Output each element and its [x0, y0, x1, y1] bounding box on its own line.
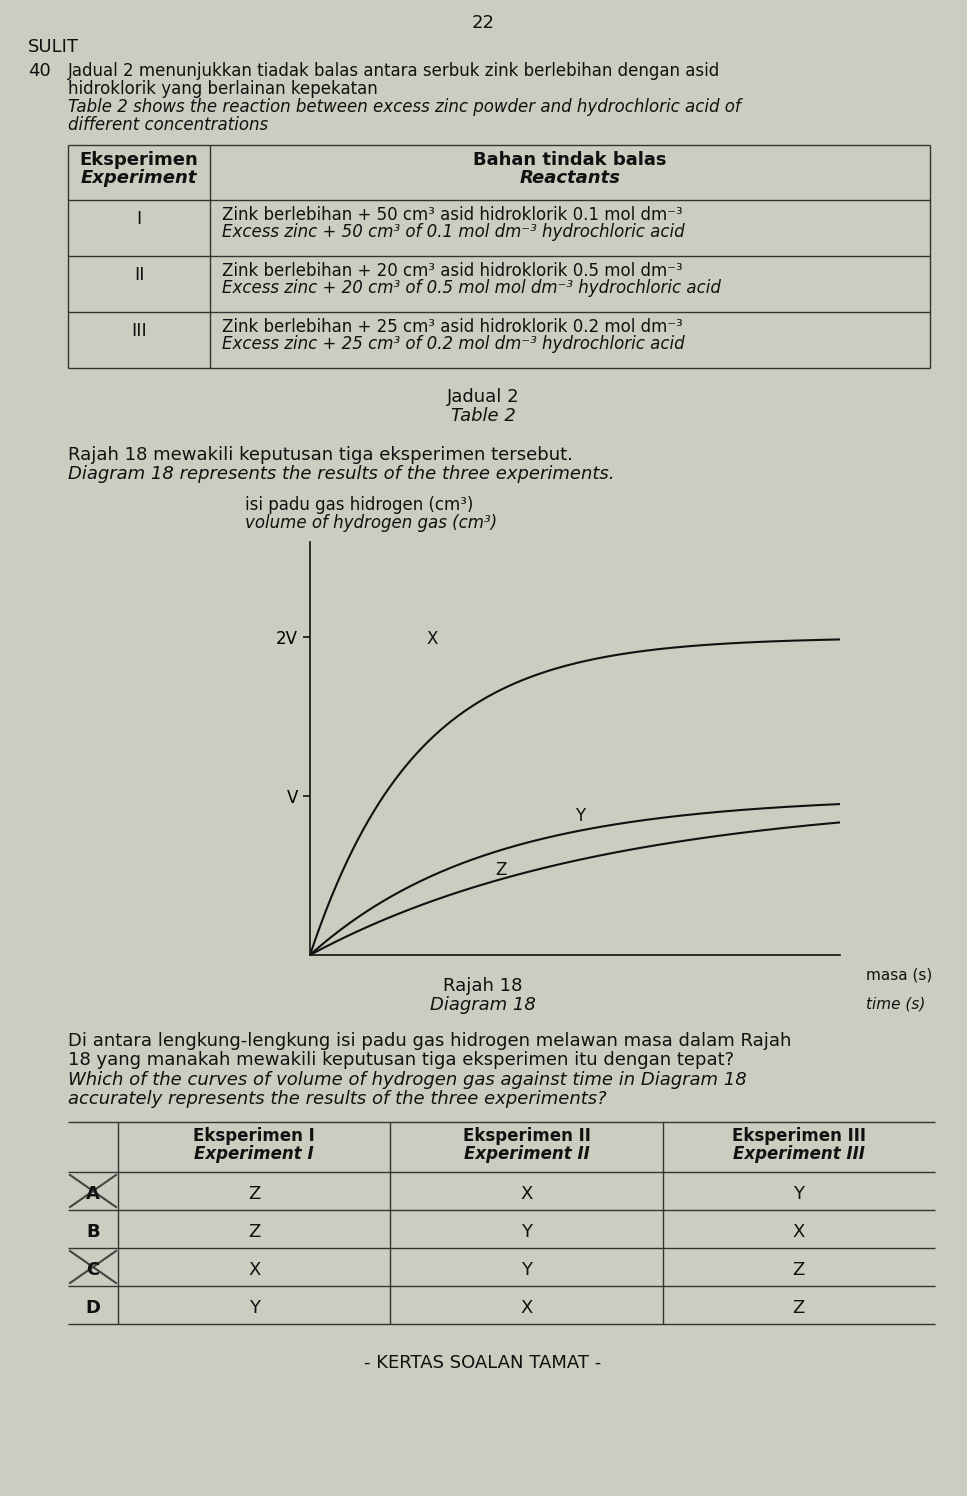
Text: D: D: [85, 1299, 101, 1316]
Text: Experiment I: Experiment I: [194, 1144, 314, 1162]
Text: different concentrations: different concentrations: [68, 117, 268, 135]
Text: Eksperimen: Eksperimen: [79, 151, 198, 169]
Text: accurately represents the results of the three experiments?: accurately represents the results of the…: [68, 1091, 606, 1109]
Text: Z: Z: [793, 1299, 805, 1316]
Text: 22: 22: [472, 13, 494, 31]
Text: X: X: [426, 630, 438, 648]
Text: Reactants: Reactants: [519, 169, 621, 187]
Text: II: II: [133, 266, 144, 284]
Text: X: X: [520, 1185, 533, 1203]
Text: Eksperimen III: Eksperimen III: [732, 1126, 865, 1144]
Text: volume of hydrogen gas (cm³): volume of hydrogen gas (cm³): [245, 515, 497, 533]
Text: A: A: [86, 1185, 100, 1203]
Text: Rajah 18: Rajah 18: [443, 977, 523, 995]
Text: time (s): time (s): [866, 996, 925, 1011]
Text: - KERTAS SOALAN TAMAT -: - KERTAS SOALAN TAMAT -: [365, 1354, 601, 1372]
Text: masa (s): masa (s): [866, 968, 933, 983]
Text: Z: Z: [249, 1224, 260, 1242]
Text: Table 2: Table 2: [451, 407, 515, 425]
Text: 40: 40: [28, 61, 50, 79]
Text: I: I: [136, 209, 141, 227]
Text: Diagram 18 represents the results of the three experiments.: Diagram 18 represents the results of the…: [68, 465, 614, 483]
Text: Excess zinc + 50 cm³ of 0.1 mol dm⁻³ hydrochloric acid: Excess zinc + 50 cm³ of 0.1 mol dm⁻³ hyd…: [222, 223, 685, 241]
Text: Zink berlebihan + 50 cm³ asid hidroklorik 0.1 mol dm⁻³: Zink berlebihan + 50 cm³ asid hidroklori…: [222, 206, 683, 224]
Text: Experiment: Experiment: [81, 169, 197, 187]
Text: Y: Y: [521, 1224, 532, 1242]
Text: isi padu gas hidrogen (cm³): isi padu gas hidrogen (cm³): [245, 497, 474, 515]
Text: Rajah 18 mewakili keputusan tiga eksperimen tersebut.: Rajah 18 mewakili keputusan tiga eksperi…: [68, 446, 572, 464]
Text: III: III: [132, 322, 147, 340]
Text: Excess zinc + 20 cm³ of 0.5 mol mol dm⁻³ hydrochloric acid: Excess zinc + 20 cm³ of 0.5 mol mol dm⁻³…: [222, 278, 720, 298]
Text: X: X: [793, 1224, 805, 1242]
Text: Y: Y: [521, 1261, 532, 1279]
Text: Table 2 shows the reaction between excess zinc powder and hydrochloric acid of: Table 2 shows the reaction between exces…: [68, 99, 741, 117]
Text: SULIT: SULIT: [28, 37, 79, 55]
Text: Diagram 18: Diagram 18: [430, 996, 536, 1014]
Text: Bahan tindak balas: Bahan tindak balas: [473, 151, 667, 169]
Text: Zink berlebihan + 20 cm³ asid hidroklorik 0.5 mol dm⁻³: Zink berlebihan + 20 cm³ asid hidroklori…: [222, 262, 683, 280]
Text: Jadual 2: Jadual 2: [447, 387, 519, 405]
Text: Z: Z: [495, 860, 507, 878]
Text: 18 yang manakah mewakili keputusan tiga eksperimen itu dengan tepat?: 18 yang manakah mewakili keputusan tiga …: [68, 1052, 734, 1070]
Text: Y: Y: [575, 806, 585, 824]
Text: Y: Y: [793, 1185, 805, 1203]
Text: C: C: [86, 1261, 100, 1279]
Text: Which of the curves of volume of hydrogen gas against time in Diagram 18: Which of the curves of volume of hydroge…: [68, 1071, 747, 1089]
Text: Experiment III: Experiment III: [733, 1144, 864, 1162]
Text: Z: Z: [249, 1185, 260, 1203]
Text: Eksperimen II: Eksperimen II: [462, 1126, 591, 1144]
Text: Di antara lengkung-lengkung isi padu gas hidrogen melawan masa dalam Rajah: Di antara lengkung-lengkung isi padu gas…: [68, 1032, 791, 1050]
Text: Experiment II: Experiment II: [463, 1144, 589, 1162]
Text: Excess zinc + 25 cm³ of 0.2 mol dm⁻³ hydrochloric acid: Excess zinc + 25 cm³ of 0.2 mol dm⁻³ hyd…: [222, 335, 685, 353]
Text: Y: Y: [249, 1299, 260, 1316]
Text: Zink berlebihan + 25 cm³ asid hidroklorik 0.2 mol dm⁻³: Zink berlebihan + 25 cm³ asid hidroklori…: [222, 319, 683, 337]
Text: Z: Z: [793, 1261, 805, 1279]
Text: B: B: [86, 1224, 100, 1242]
Text: X: X: [520, 1299, 533, 1316]
Text: Jadual 2 menunjukkan tiadak balas antara serbuk zink berlebihan dengan asid: Jadual 2 menunjukkan tiadak balas antara…: [68, 61, 720, 79]
Text: X: X: [248, 1261, 260, 1279]
Text: Eksperimen I: Eksperimen I: [193, 1126, 315, 1144]
Text: hidroklorik yang berlainan kepekatan: hidroklorik yang berlainan kepekatan: [68, 79, 378, 99]
